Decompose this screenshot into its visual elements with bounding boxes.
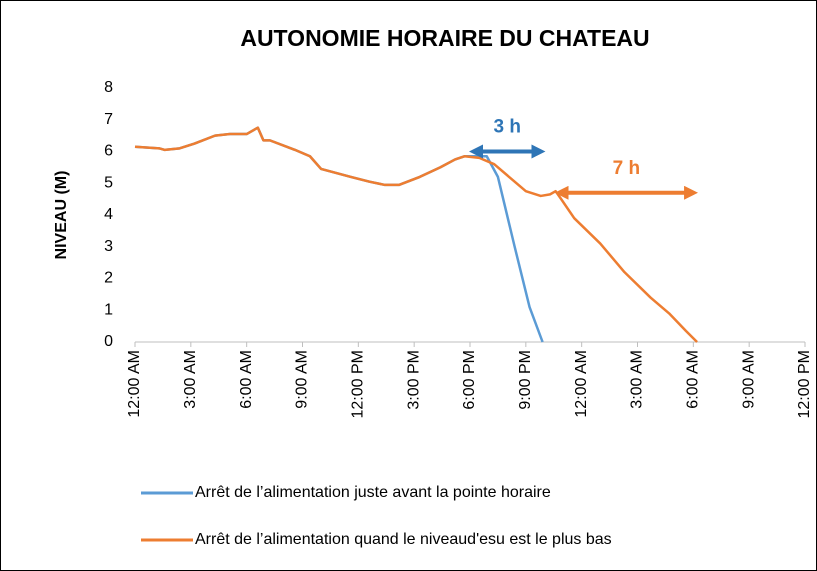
x-tick-label: 3:00 PM — [405, 350, 422, 410]
x-tick-label: 9:00 AM — [740, 350, 757, 409]
y-tick-label: 3 — [104, 238, 113, 255]
x-tick-label: 6:00 AM — [238, 350, 255, 409]
legend-label: Arrêt de l’alimentation quand le niveaud… — [195, 531, 612, 548]
x-tick-label: 9:00 PM — [517, 350, 534, 410]
legend-label: Arrêt de l’alimentation juste avant la p… — [195, 484, 551, 501]
series-line — [134, 126, 698, 343]
chart-title: AUTONOMIE HORAIRE DU CHATEAU — [240, 25, 649, 51]
x-tick-label: 12:00 PM — [796, 350, 813, 418]
x-tick-label: 6:00 AM — [685, 350, 702, 409]
x-tick-label: 12:00 AM — [573, 350, 590, 418]
y-tick-label: 5 — [104, 174, 113, 191]
y-tick-label: 4 — [104, 206, 113, 223]
y-tick-label: 6 — [104, 143, 113, 160]
x-tick-label: 12:00 PM — [350, 350, 367, 418]
annotation-label: 3 h — [493, 117, 520, 138]
x-tick-label: 9:00 AM — [294, 350, 311, 409]
y-tick-label: 2 — [104, 270, 113, 287]
annotation-label: 7 h — [613, 158, 640, 179]
x-tick-label: 3:00 AM — [629, 350, 646, 409]
x-tick-label: 12:00 AM — [126, 350, 143, 418]
x-tick-label: 3:00 AM — [182, 350, 199, 409]
y-tick-label: 0 — [104, 333, 113, 350]
y-axis-label: NIVEAU (M) — [53, 171, 70, 260]
x-tick-label: 6:00 PM — [461, 350, 478, 410]
y-tick-label: 8 — [104, 79, 113, 96]
y-tick-label: 1 — [104, 301, 113, 318]
y-tick-label: 7 — [104, 111, 113, 128]
